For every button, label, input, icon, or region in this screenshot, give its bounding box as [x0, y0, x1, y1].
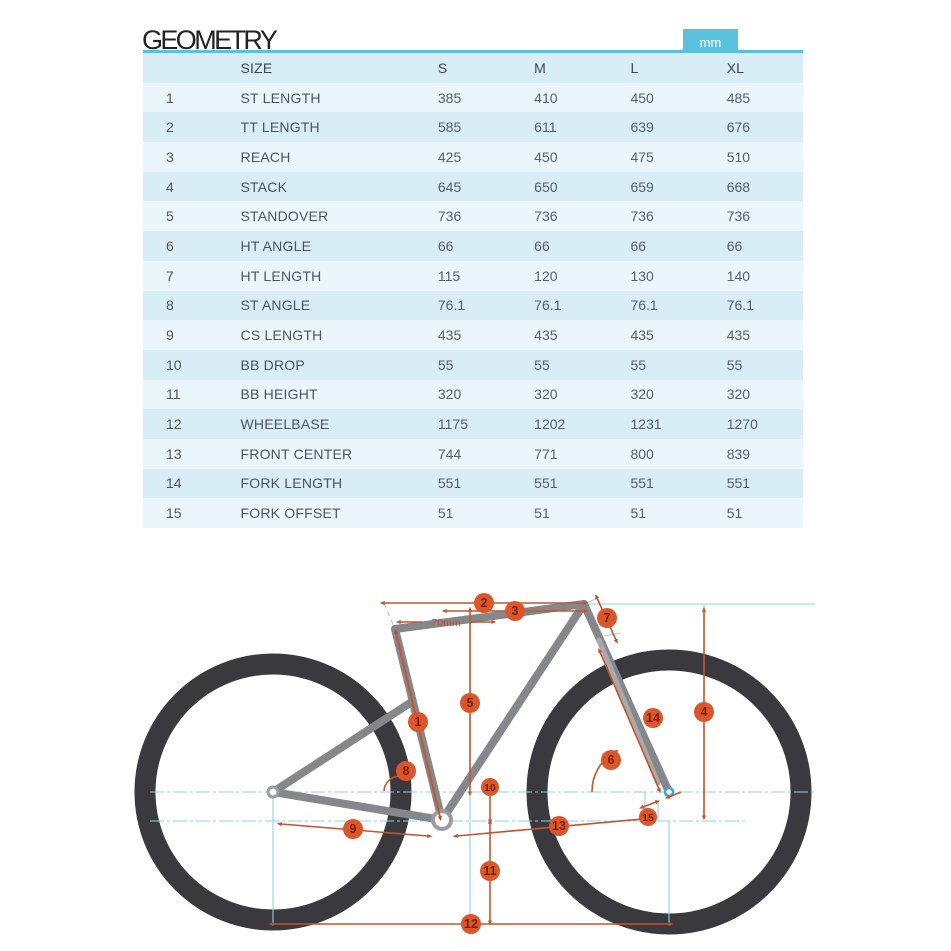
svg-text:11: 11	[483, 864, 496, 878]
svg-text:10: 10	[484, 782, 496, 794]
svg-text:2: 2	[481, 596, 488, 610]
svg-text:15: 15	[642, 812, 654, 824]
svg-text:3: 3	[512, 604, 519, 618]
svg-text:7: 7	[604, 611, 611, 625]
svg-text:9: 9	[350, 822, 357, 836]
svg-text:14: 14	[646, 711, 660, 725]
svg-text:4: 4	[701, 705, 708, 719]
svg-text:70mm: 70mm	[431, 617, 460, 629]
svg-text:1: 1	[415, 715, 422, 729]
svg-text:13: 13	[552, 819, 566, 833]
svg-text:6: 6	[608, 753, 615, 767]
svg-text:5: 5	[467, 696, 474, 710]
svg-text:12: 12	[464, 917, 478, 931]
svg-text:8: 8	[403, 764, 410, 778]
